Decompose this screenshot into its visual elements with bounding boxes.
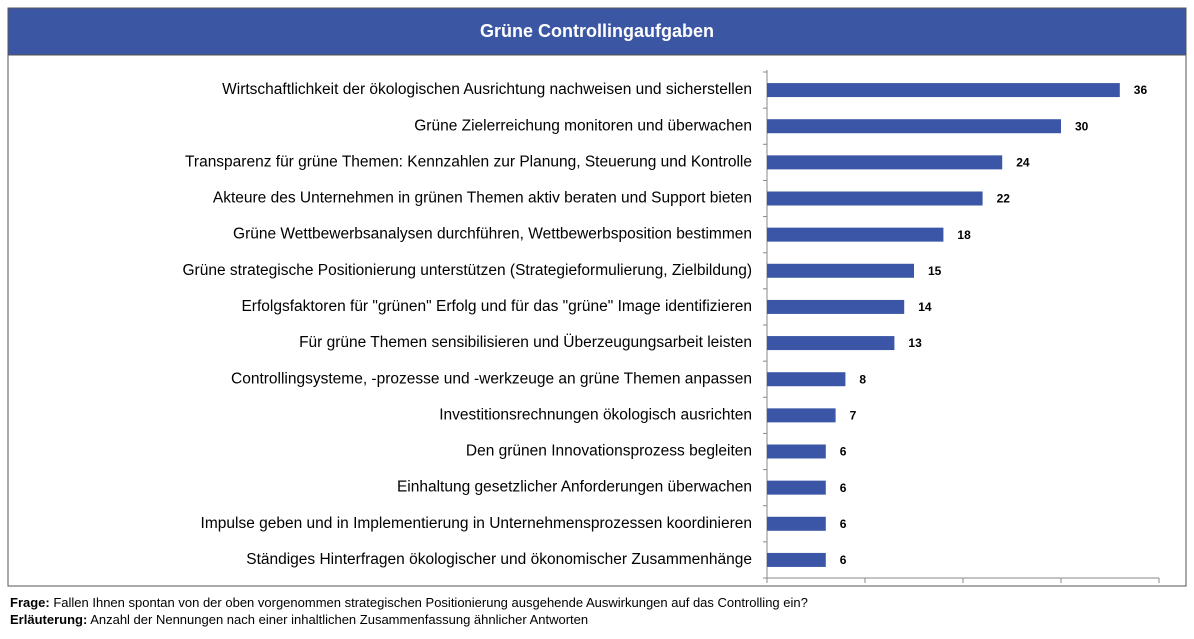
value-label: 15	[928, 264, 942, 278]
value-label: 22	[997, 192, 1011, 206]
bar	[767, 263, 914, 278]
bar	[767, 444, 826, 459]
category-label: Grüne Zielerreichung monitoren und überw…	[414, 117, 752, 134]
bar	[767, 372, 846, 387]
value-label: 7	[850, 409, 857, 423]
category-label: Impulse geben und in Implementierung in …	[201, 515, 752, 532]
category-label: Einhaltung gesetzlicher Anforderungen üb…	[397, 479, 752, 496]
value-label: 14	[918, 300, 932, 314]
value-label: 13	[908, 336, 922, 350]
value-label: 30	[1075, 119, 1089, 133]
footnote: Frage: Fallen Ihnen spontan von der oben…	[10, 594, 808, 611]
bar	[767, 336, 895, 351]
category-label: Den grünen Innovationsprozess begleiten	[466, 443, 752, 460]
bar	[767, 83, 1120, 98]
value-label: 6	[840, 481, 847, 495]
category-label: Für grüne Themen sensibilisieren und Übe…	[299, 333, 752, 351]
bar	[767, 191, 983, 206]
footnote-label: Frage:	[10, 595, 50, 610]
footnote-label: Erläuterung:	[10, 612, 88, 627]
category-label: Grüne Wettbewerbsanalysen durchführen, W…	[233, 226, 752, 243]
category-label: Transparenz für grüne Themen: Kennzahlen…	[185, 153, 752, 170]
bar	[767, 408, 836, 423]
bar	[767, 480, 826, 495]
category-label: Grüne strategische Positionierung unters…	[183, 262, 753, 279]
value-label: 24	[1016, 156, 1030, 170]
bar	[767, 299, 905, 314]
value-label: 36	[1134, 83, 1148, 97]
footnote: Erläuterung: Anzahl der Nennungen nach e…	[10, 611, 808, 628]
chart-title: Grüne Controllingaufgaben	[480, 21, 714, 41]
value-label: 6	[840, 553, 847, 567]
footnote-text: Anzahl der Nennungen nach einer inhaltli…	[87, 612, 589, 627]
category-label: Wirtschaftlichkeit der ökologischen Ausr…	[222, 81, 752, 98]
chart: Grüne Controllingaufgaben Wirtschaftlich…	[7, 7, 1187, 587]
category-label: Investitionsrechnungen ökologisch ausric…	[439, 406, 752, 423]
bar	[767, 155, 1003, 170]
bar	[767, 552, 826, 567]
category-label: Erfolgsfaktoren für "grünen" Erfolg und …	[241, 298, 752, 315]
category-label: Akteure des Unternehmen in grünen Themen…	[213, 190, 752, 207]
bar	[767, 516, 826, 531]
footnotes: Frage: Fallen Ihnen spontan von der oben…	[10, 594, 808, 628]
footnote-text: Fallen Ihnen spontan von der oben vorgen…	[49, 595, 808, 610]
bar	[767, 119, 1061, 134]
value-label: 18	[957, 228, 971, 242]
value-label: 6	[840, 445, 847, 459]
category-label: Controllingsysteme, -prozesse und -werkz…	[231, 370, 752, 387]
category-label: Ständiges Hinterfragen ökologischer und …	[246, 551, 752, 568]
bar	[767, 227, 944, 242]
title-bar	[7, 7, 1187, 56]
value-label: 6	[840, 517, 847, 531]
value-label: 8	[859, 372, 866, 386]
